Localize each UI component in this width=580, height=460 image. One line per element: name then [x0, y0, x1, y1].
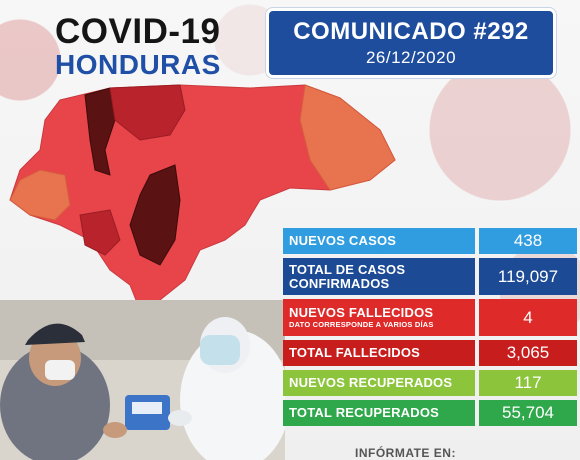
stat-value: 55,704 — [479, 400, 577, 426]
stat-label: TOTAL DE CASOS CONFIRMADOS — [283, 258, 475, 295]
stat-row-new-recovered: NUEVOS RECUPERADOS 117 — [283, 370, 577, 396]
stat-label: NUEVOS CASOS — [283, 228, 475, 254]
stat-value: 117 — [479, 370, 577, 396]
page-title: COVID-19 — [55, 12, 221, 51]
stat-note: DATO CORRESPONDE A VARIOS DÍAS — [289, 320, 434, 329]
stat-value: 4 — [479, 299, 577, 336]
footer-info: INFÓRMATE EN: — [355, 446, 456, 460]
stat-row-total-recovered: TOTAL RECUPERADOS 55,704 — [283, 400, 577, 426]
communique-date: 26/12/2020 — [365, 48, 457, 67]
stat-value: 119,097 — [479, 258, 577, 295]
stat-label: NUEVOS FALLECIDOS DATO CORRESPONDE A VAR… — [283, 299, 475, 336]
honduras-map — [9, 84, 396, 310]
map-region-east — [299, 84, 396, 191]
health-worker-photo — [0, 300, 285, 460]
communique-box: COMUNICADO #292 26/12/2020 — [266, 8, 556, 78]
map-region-north-medium — [109, 84, 186, 141]
stat-value: 3,065 — [479, 340, 577, 366]
stat-label: NUEVOS RECUPERADOS — [283, 370, 475, 396]
map-region-center-dark — [129, 164, 181, 266]
stat-row-total-confirmed: TOTAL DE CASOS CONFIRMADOS 119,097 — [283, 258, 577, 295]
stat-row-total-deaths: TOTAL FALLECIDOS 3,065 — [283, 340, 577, 366]
map-region-south-medium — [79, 209, 121, 256]
title-block: COVID-19 HONDURAS — [55, 14, 221, 80]
communique-title: COMUNICADO #292 — [293, 18, 529, 45]
stat-label: TOTAL FALLECIDOS — [283, 340, 475, 366]
stat-row-new-deaths: NUEVOS FALLECIDOS DATO CORRESPONDE A VAR… — [283, 299, 577, 336]
stats-panel: NUEVOS CASOS 438 TOTAL DE CASOS CONFIRMA… — [283, 228, 577, 430]
stat-value: 438 — [479, 228, 577, 254]
map-region-west — [9, 169, 71, 221]
page-subtitle: HONDURAS — [55, 49, 221, 80]
stat-row-new-cases: NUEVOS CASOS 438 — [283, 228, 577, 254]
stat-label: TOTAL RECUPERADOS — [283, 400, 475, 426]
